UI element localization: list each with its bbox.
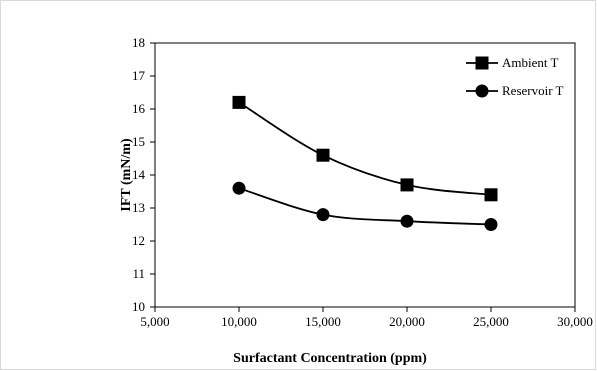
series-reservoir-t <box>232 181 498 231</box>
y-tick-label: 18 <box>132 35 145 50</box>
y-tick-label: 14 <box>132 167 146 182</box>
legend-label-ambient-t: Ambient T <box>502 55 559 70</box>
y-tick-label: 15 <box>132 134 145 149</box>
x-axis-ticks: 5,000 10,000 15,000 20,000 25,000 30,000 <box>140 307 593 329</box>
legend: Ambient T Reservoir T <box>466 55 564 98</box>
y-axis-ticks: 10 11 12 13 14 15 16 17 18 <box>132 35 155 314</box>
x-tick-label: 10,000 <box>221 314 257 329</box>
x-tick-label: 20,000 <box>389 314 425 329</box>
x-tick-label: 30,000 <box>557 314 593 329</box>
y-tick-label: 17 <box>132 68 146 83</box>
data-point-reservoir-t <box>400 214 414 228</box>
legend-label-reservoir-t: Reservoir T <box>502 83 564 98</box>
series-layer <box>232 95 498 231</box>
y-tick-label: 13 <box>132 200 145 215</box>
legend-marker-reservoir-t <box>475 84 489 98</box>
x-axis-title: Surfactant Concentration (ppm) <box>233 351 427 366</box>
data-point-ambient-t <box>400 178 414 192</box>
series-ambient-t <box>232 95 498 202</box>
y-tick-label: 11 <box>132 266 145 281</box>
series-line-reservoir-t <box>238 187 492 226</box>
y-tick-label: 16 <box>132 101 146 116</box>
data-point-reservoir-t <box>484 218 498 231</box>
y-tick-label: 10 <box>132 299 145 314</box>
series-line-ambient-t <box>238 101 492 196</box>
x-tick-label: 25,000 <box>473 314 509 329</box>
data-point-reservoir-t <box>316 208 330 222</box>
y-tick-label: 12 <box>132 233 145 248</box>
data-point-ambient-t <box>484 188 498 202</box>
data-point-ambient-t <box>316 148 330 162</box>
x-tick-label: 5,000 <box>140 314 169 329</box>
data-point-ambient-t <box>232 95 246 109</box>
y-axis-title: IFT (mN/m) <box>119 138 134 212</box>
data-point-reservoir-t <box>232 181 246 195</box>
legend-marker-ambient-t <box>475 56 489 70</box>
x-tick-label: 15,000 <box>305 314 341 329</box>
